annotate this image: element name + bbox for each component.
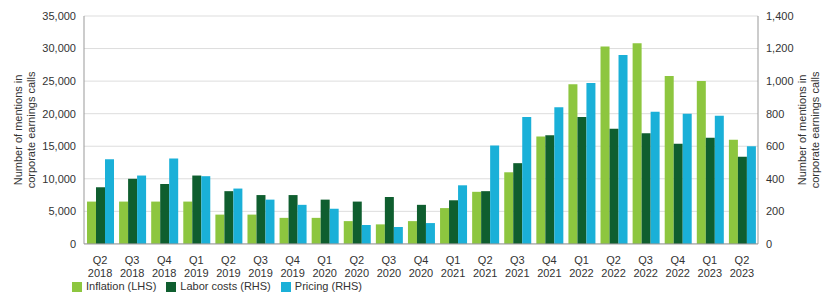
svg-text:Q12021: Q12021 <box>441 254 465 279</box>
svg-text:600: 600 <box>766 140 784 152</box>
svg-text:Q42021: Q42021 <box>537 254 561 279</box>
svg-text:30,000: 30,000 <box>42 42 76 54</box>
svg-text:Q42022: Q42022 <box>666 254 690 279</box>
svg-text:0: 0 <box>70 238 76 250</box>
svg-text:Q22022: Q22022 <box>601 254 625 279</box>
svg-text:1,000: 1,000 <box>766 75 794 87</box>
svg-text:Q22021: Q22021 <box>473 254 497 279</box>
svg-text:Q42018: Q42018 <box>152 254 176 279</box>
svg-text:Number of mentions incorporate: Number of mentions incorporate earnings … <box>12 71 37 188</box>
svg-text:Q22018: Q22018 <box>88 254 112 279</box>
svg-text:Q32022: Q32022 <box>633 254 657 279</box>
svg-text:10,000: 10,000 <box>42 173 76 185</box>
svg-text:5,000: 5,000 <box>48 205 76 217</box>
svg-text:800: 800 <box>766 108 784 120</box>
svg-text:Q22019: Q22019 <box>216 254 240 279</box>
svg-text:1,200: 1,200 <box>766 42 794 54</box>
svg-text:Number of mentions incorporate: Number of mentions incorporate earnings … <box>796 71 821 188</box>
svg-text:Q32019: Q32019 <box>248 254 272 279</box>
svg-text:Q32020: Q32020 <box>377 254 401 279</box>
svg-text:400: 400 <box>766 173 784 185</box>
svg-text:Q12023: Q12023 <box>698 254 722 279</box>
svg-text:35,000: 35,000 <box>42 10 76 22</box>
svg-text:Q12019: Q12019 <box>184 254 208 279</box>
svg-text:Q22023: Q22023 <box>730 254 754 279</box>
svg-text:Q32018: Q32018 <box>120 254 144 279</box>
svg-text:0: 0 <box>766 238 772 250</box>
svg-text:25,000: 25,000 <box>42 75 76 87</box>
html-text:Inflation (LHS): Inflation (LHS) <box>86 279 157 292</box>
svg-text:Q12020: Q12020 <box>312 254 336 279</box>
svg-text:Q42020: Q42020 <box>409 254 433 279</box>
svg-text:1,400: 1,400 <box>766 10 794 22</box>
svg-text:Q22020: Q22020 <box>345 254 369 279</box>
svg-text:Q42019: Q42019 <box>280 254 304 279</box>
html-text:Pricing (RHS): Pricing (RHS) <box>294 279 362 292</box>
svg-text:200: 200 <box>766 205 784 217</box>
svg-text:Q32021: Q32021 <box>505 254 529 279</box>
svg-text:20,000: 20,000 <box>42 108 76 120</box>
svg-text:15,000: 15,000 <box>42 140 76 152</box>
svg-text:Q12022: Q12022 <box>569 254 593 279</box>
html-text:Labor costs (RHS): Labor costs (RHS) <box>180 279 271 292</box>
